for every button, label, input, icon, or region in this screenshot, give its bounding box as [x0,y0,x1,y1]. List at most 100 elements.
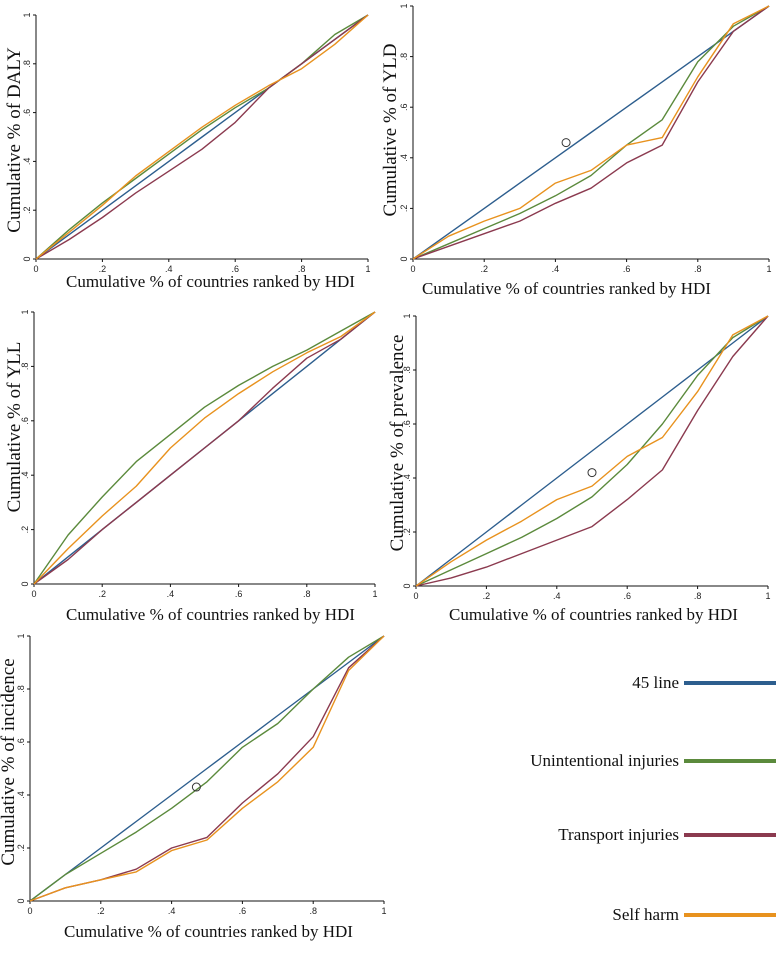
x-tick-label: .2 [98,589,106,599]
x-tick-label: .6 [231,264,239,274]
x-tick-label: 1 [372,589,377,599]
x-axis-label: Cumulative % of countries ranked by HDI [422,279,711,298]
series-line-selfharm [415,315,769,587]
series-line-line45 [29,635,385,902]
x-tick-label: .2 [483,591,491,601]
x-tick-label: 0 [31,589,36,599]
y-tick-label: 1 [399,3,409,8]
x-tick-label: 1 [365,264,370,274]
series-line-selfharm [33,311,376,585]
annotation-circle [191,782,201,792]
y-tick-label: .8 [16,685,26,693]
y-tick-label: .2 [22,206,32,214]
y-tick-label: 0 [22,256,32,261]
legend-label-line45: 45 line [632,673,679,692]
chart-panel-1: 0 .2 .4 .6 .8 1 0 .2 .4 .6 .8 1 Cumulative % of coun… [4,12,371,291]
y-tick-label: .2 [20,526,30,534]
annotation-circle [561,138,571,148]
series-line-transport [33,311,376,585]
series-line-unintentional [415,315,769,587]
chart-panel-5: 0 .2 .4 .6 .8 1 0 .2 .4 .6 .8 1 Cumulative % of coun… [0,633,387,941]
y-tick-label: .4 [16,791,26,799]
series-line-selfharm [412,5,770,260]
y-tick-label: .6 [399,103,409,111]
y-tick-label: .6 [20,417,30,425]
x-tick-label: .6 [623,591,631,601]
y-tick-label: .8 [399,53,409,61]
y-tick-label: 0 [399,256,409,261]
legend-label-unintentional: Unintentional injuries [530,751,679,770]
x-tick-label: 1 [766,264,771,274]
y-tick-label: .8 [22,60,32,68]
x-tick-label: 1 [765,591,770,601]
x-tick-label: .8 [694,264,702,274]
x-tick-label: .4 [168,906,176,916]
legend: 45 line Unintentional injuries Transport i… [530,673,776,924]
chart-panel-3: 0 .2 .4 .6 .8 1 0 .2 .4 .6 .8 1 Cumulative % of coun… [4,309,378,624]
series-line-unintentional [29,635,385,902]
series-line-unintentional [412,5,770,260]
y-tick-label: .8 [20,363,30,371]
x-tick-label: .6 [235,589,243,599]
series-line-selfharm [35,14,369,260]
x-tick-label: .2 [480,264,488,274]
x-tick-label: .6 [239,906,247,916]
y-tick-label: .2 [399,205,409,213]
x-axis-label: Cumulative % of countries ranked by HDI [66,272,355,291]
y-tick-label: 0 [16,898,26,903]
series-line-transport [412,5,770,260]
x-tick-label: 0 [413,591,418,601]
y-tick-label: .8 [402,366,412,374]
y-tick-label: .4 [402,474,412,482]
x-tick-label: .4 [552,264,560,274]
chart-panel-2: 0 .2 .4 .6 .8 1 0 .2 .4 .6 .8 1 Cumulative % of coun… [380,3,772,298]
x-tick-label: .4 [553,591,561,601]
y-tick-label: 1 [20,309,30,314]
annotation-circle [587,468,597,478]
x-tick-label: .6 [623,264,631,274]
y-axis-label: Cumulative % of incidence [0,658,19,865]
x-tick-label: 0 [27,906,32,916]
y-tick-label: 1 [16,633,26,638]
x-tick-label: 1 [381,906,386,916]
x-axis-label: Cumulative % of countries ranked by HDI [64,922,353,941]
y-axis-label: Cumulative % of YLL [4,342,25,513]
x-tick-label: .4 [167,589,175,599]
y-tick-label: .6 [22,109,32,117]
series-line-unintentional [33,311,376,585]
x-tick-label: .8 [694,591,702,601]
series-line-line45 [415,315,769,587]
x-tick-label: .2 [99,264,107,274]
y-axis-label: Cumulative % of prevalence [387,335,408,552]
y-tick-label: .2 [402,528,412,536]
series-line-transport [35,14,369,260]
x-tick-label: .8 [298,264,306,274]
legend-label-selfharm: Self harm [612,905,679,924]
series-line-line45 [412,5,770,260]
y-tick-label: .4 [22,158,32,166]
y-axis-label: Cumulative % of YLD [380,44,401,217]
series-line-selfharm [29,635,385,902]
y-tick-label: .6 [16,738,26,746]
y-tick-label: 0 [402,583,412,588]
x-tick-label: 0 [410,264,415,274]
chart-panel-4: 0 .2 .4 .6 .8 1 0 .2 .4 .6 .8 1 Cumulative % of coun… [387,313,771,624]
x-tick-label: .8 [309,906,317,916]
x-tick-label: .8 [303,589,311,599]
legend-label-transport: Transport injuries [558,825,679,844]
x-tick-label: 0 [33,264,38,274]
y-tick-label: .4 [20,471,30,479]
y-tick-label: 1 [402,313,412,318]
x-tick-label: .4 [165,264,173,274]
x-axis-label: Cumulative % of countries ranked by HDI [66,605,355,624]
y-tick-label: .6 [402,420,412,428]
y-tick-label: .4 [399,154,409,162]
y-tick-label: .2 [16,844,26,852]
y-tick-label: 0 [20,581,30,586]
x-tick-label: .2 [97,906,105,916]
series-line-transport [415,315,769,587]
y-axis-label: Cumulative % of DALY [4,47,25,233]
y-tick-label: 1 [22,12,32,17]
series-line-unintentional [35,14,369,260]
